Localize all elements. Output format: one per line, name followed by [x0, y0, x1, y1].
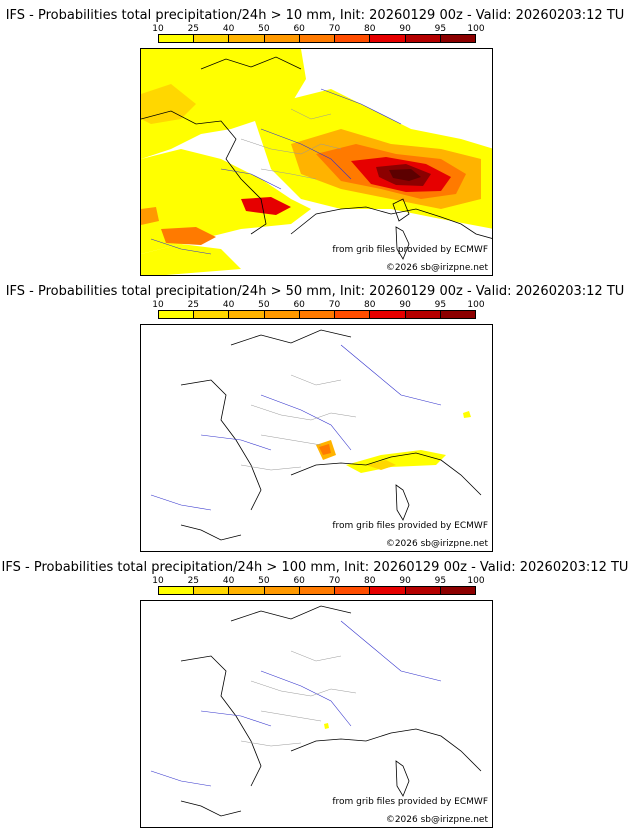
scale-swatch: [229, 587, 265, 594]
tick-label: 80: [364, 576, 376, 586]
scale-ticks: 10 25 40 50 60 70 80 90 95 100: [152, 300, 484, 310]
tick-label: 10: [152, 24, 164, 34]
color-scale: [158, 310, 476, 319]
probability-map: from grib files provided by ECMWF ©2026 …: [140, 600, 493, 828]
coastlines: [180, 329, 482, 541]
scale-swatch: [159, 35, 195, 42]
coastlines: [180, 605, 482, 817]
map-svg: [141, 49, 492, 275]
scale-swatch: [440, 311, 475, 318]
panel-title: IFS - Probabilities total precipitation/…: [5, 8, 625, 23]
scale-swatch: [194, 35, 230, 42]
precip-field: [324, 723, 329, 729]
tick-label: 90: [399, 300, 411, 310]
tick-label: 40: [222, 24, 235, 34]
scale-swatch: [229, 35, 265, 42]
tick-label: 25: [187, 24, 200, 34]
tick-label: 80: [364, 24, 376, 34]
copyright-note: ©2026 sb@irizpne.net: [385, 263, 488, 273]
panel-50mm: IFS - Probabilities total precipitation/…: [0, 276, 630, 552]
scale-swatch: [370, 311, 406, 318]
scale-swatch: [299, 35, 336, 42]
scale-swatch: [405, 587, 441, 594]
rivers: [150, 88, 402, 255]
map-svg: [150, 329, 482, 541]
tick-label: 25: [187, 300, 200, 310]
scale-swatch: [335, 587, 371, 594]
color-scale: [158, 34, 476, 43]
tick-label: 100: [467, 24, 485, 34]
panel-title: IFS - Probabilities total precipitation/…: [1, 560, 629, 575]
tick-label: 95: [434, 300, 447, 310]
tick-label: 50: [258, 300, 270, 310]
admin-borders: [240, 374, 357, 471]
tick-label: 25: [187, 576, 200, 586]
scale-swatch: [194, 311, 230, 318]
tick-label: 40: [222, 300, 235, 310]
tick-label: 10: [152, 300, 164, 310]
rivers: [150, 620, 442, 787]
tick-label: 70: [328, 24, 341, 34]
tick-label: 50: [258, 24, 270, 34]
coastlines: [141, 56, 492, 260]
scale-swatch: [264, 35, 300, 42]
tick-label: 100: [467, 576, 485, 586]
scale-swatch: [370, 35, 406, 42]
tick-label: 95: [434, 24, 447, 34]
scale-swatch: [440, 35, 475, 42]
tick-label: 100: [467, 300, 485, 310]
tick-label: 50: [258, 576, 270, 586]
tick-label: 60: [293, 576, 305, 586]
tick-label: 40: [222, 576, 235, 586]
tick-label: 60: [293, 24, 305, 34]
precip-field: [316, 411, 471, 473]
panel-10mm: IFS - Probabilities total precipitation/…: [0, 0, 630, 276]
precip-field: [141, 49, 492, 275]
scale-swatch: [299, 311, 336, 318]
tick-label: 10: [152, 576, 164, 586]
scale-swatch: [159, 587, 195, 594]
probability-map: from grib files provided by ECMWF ©2026 …: [140, 48, 493, 276]
tick-label: 80: [364, 300, 376, 310]
scale-swatch: [299, 587, 336, 594]
scale-ticks: 10 25 40 50 60 70 80 90 95 100: [152, 576, 484, 586]
scale-swatch: [370, 587, 406, 594]
source-note: from grib files provided by ECMWF: [332, 245, 488, 255]
scale-ticks: 10 25 40 50 60 70 80 90 95 100: [152, 24, 484, 34]
source-note: from grib files provided by ECMWF: [332, 797, 488, 807]
scale-swatch: [264, 311, 300, 318]
tick-label: 70: [328, 300, 341, 310]
source-note: from grib files provided by ECMWF: [332, 521, 488, 531]
rivers: [150, 344, 442, 511]
scale-swatch: [264, 587, 300, 594]
tick-label: 90: [399, 24, 411, 34]
scale-swatch: [335, 35, 371, 42]
scale-swatch: [440, 587, 475, 594]
tick-label: 70: [328, 576, 341, 586]
color-scale: [158, 586, 476, 595]
tick-label: 90: [399, 576, 411, 586]
copyright-note: ©2026 sb@irizpne.net: [385, 539, 488, 549]
admin-borders: [240, 650, 357, 747]
probability-map: from grib files provided by ECMWF ©2026 …: [140, 324, 493, 552]
scale-swatch: [194, 587, 230, 594]
admin-borders: [240, 108, 342, 180]
scale-swatch: [159, 311, 195, 318]
tick-label: 95: [434, 576, 447, 586]
panel-title: IFS - Probabilities total precipitation/…: [5, 284, 625, 299]
panel-100mm: IFS - Probabilities total precipitation/…: [0, 552, 630, 828]
tick-label: 60: [293, 300, 305, 310]
scale-swatch: [229, 311, 265, 318]
copyright-note: ©2026 sb@irizpne.net: [385, 815, 488, 825]
scale-swatch: [405, 311, 441, 318]
map-svg: [150, 605, 482, 817]
scale-swatch: [405, 35, 441, 42]
scale-swatch: [335, 311, 371, 318]
